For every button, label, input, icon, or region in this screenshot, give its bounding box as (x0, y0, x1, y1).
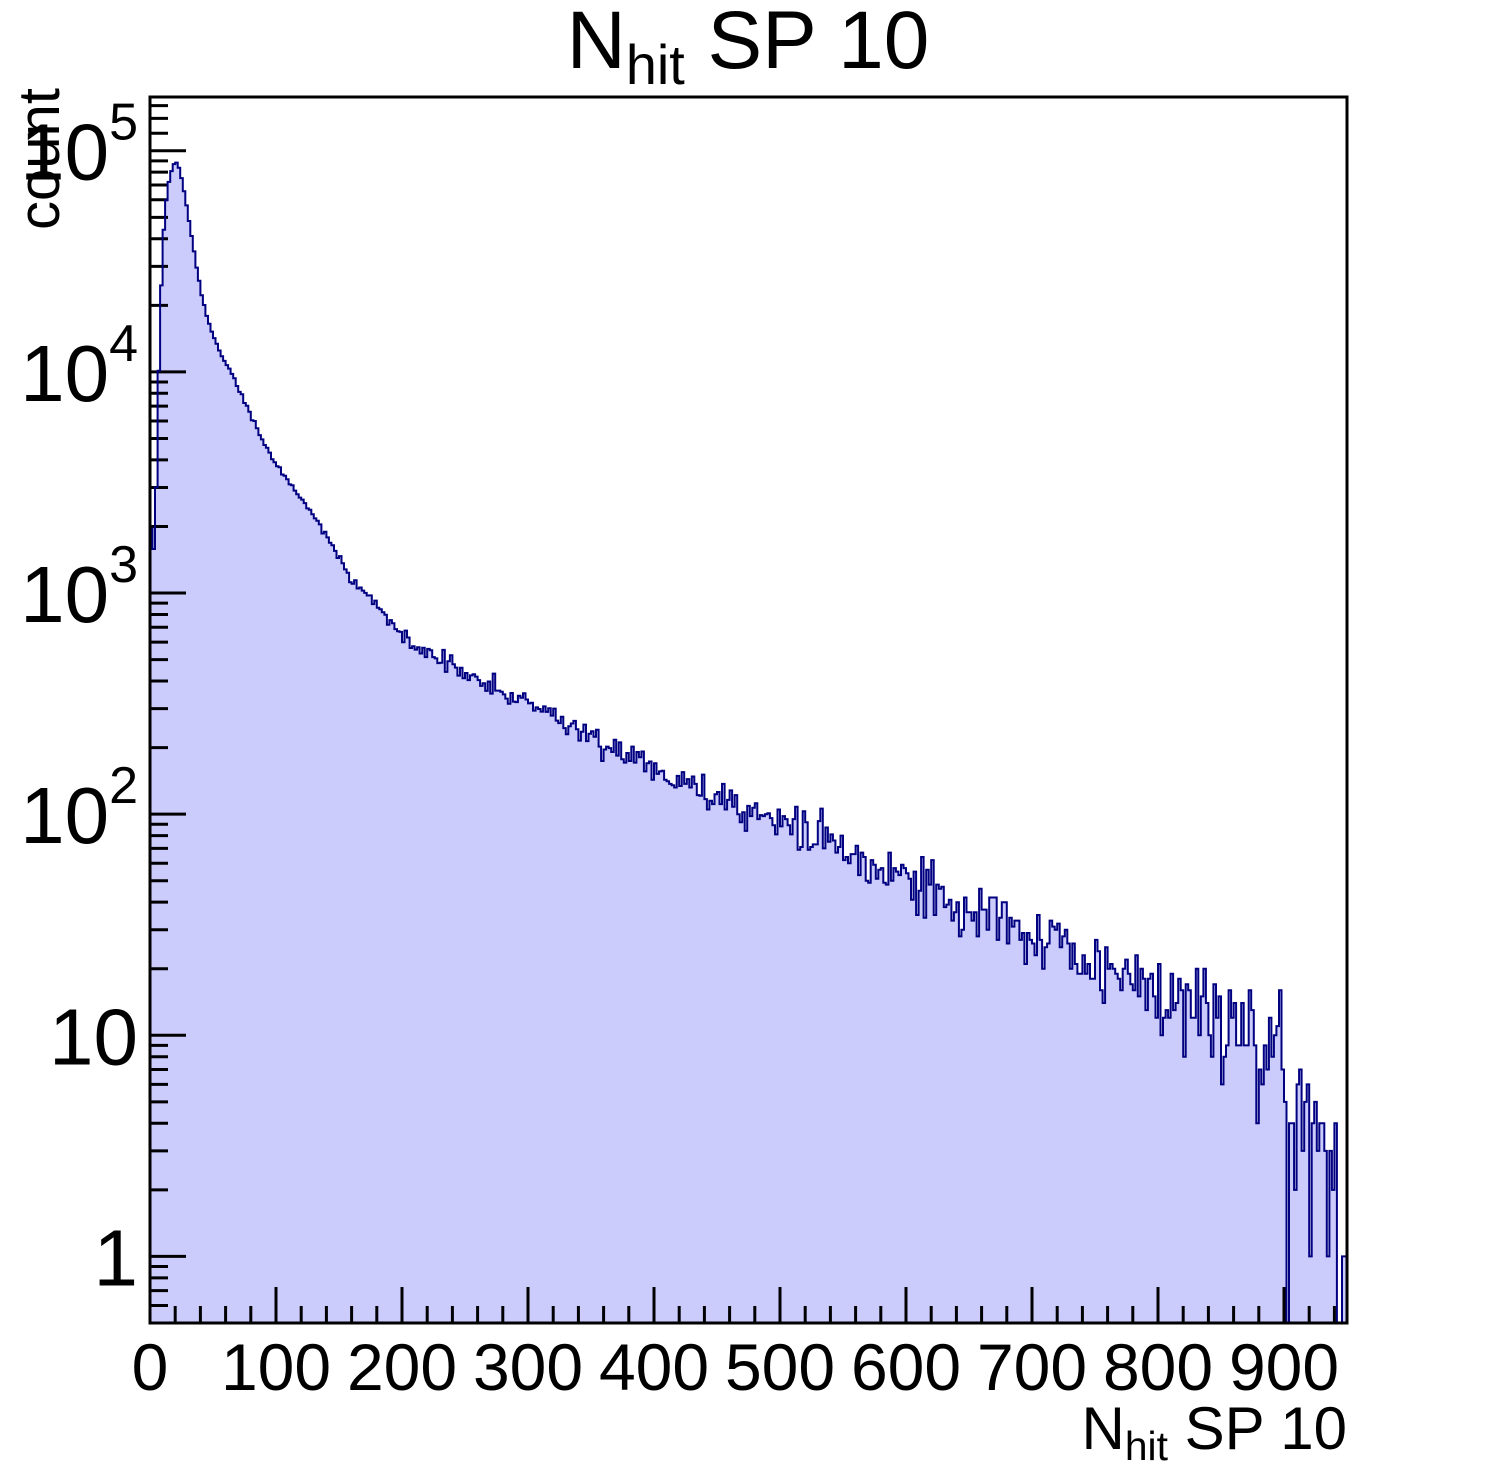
x-tick-label: 400 (599, 1330, 709, 1404)
x-axis-title-subscript: hit (1124, 1423, 1168, 1470)
y-axis-title: count (7, 88, 72, 230)
y-tick-label: 1 (94, 1213, 139, 1302)
x-tick-label: 100 (221, 1330, 331, 1404)
x-tick-label: 600 (851, 1330, 961, 1404)
y-tick-label: 10 (49, 992, 138, 1081)
x-tick-label: 800 (1103, 1330, 1213, 1404)
x-tick-label: 0 (132, 1330, 169, 1404)
chart-title-prefix: N (566, 0, 626, 86)
x-tick-label: 500 (725, 1330, 835, 1404)
y-tick-label: 105 (20, 94, 138, 197)
chart-title-suffix: SP 10 (684, 0, 930, 86)
y-tick-label: 102 (20, 757, 138, 860)
x-tick-label: 200 (347, 1330, 457, 1404)
x-axis-title: Nhit SP 10 (1081, 1395, 1347, 1469)
x-tick-label: 300 (473, 1330, 583, 1404)
histogram-outline (149, 161, 1348, 1324)
x-axis-title-suffix: SP 10 (1167, 1395, 1347, 1462)
y-tick-label: 103 (20, 536, 138, 639)
plot-frame (148, 95, 1349, 1325)
x-tick-label: 900 (1229, 1330, 1339, 1404)
x-axis-title-prefix: N (1081, 1395, 1125, 1462)
histogram-fill (150, 162, 1347, 1324)
y-tick-label: 104 (20, 315, 138, 418)
chart-title: Nhit SP 10 (0, 0, 1496, 96)
chart-title-subscript: hit (625, 33, 685, 96)
x-tick-label: 700 (977, 1330, 1087, 1404)
